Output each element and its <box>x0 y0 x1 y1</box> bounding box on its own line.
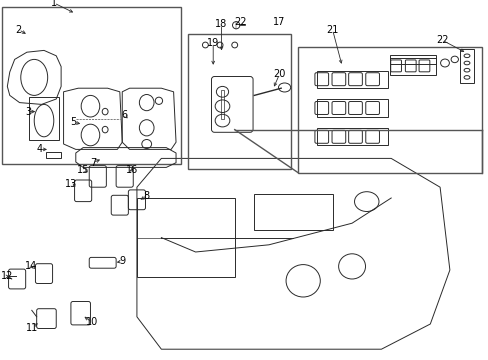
Text: 12: 12 <box>1 271 14 282</box>
Text: 10: 10 <box>85 317 98 327</box>
Bar <box>298 47 481 173</box>
Text: 21: 21 <box>325 24 338 35</box>
Bar <box>29 97 59 140</box>
Bar <box>254 194 332 230</box>
Bar <box>316 128 387 145</box>
Text: 9: 9 <box>119 256 125 266</box>
Bar <box>137 198 234 277</box>
Text: 13: 13 <box>64 179 77 189</box>
Text: 4: 4 <box>37 144 43 154</box>
Text: 17: 17 <box>272 17 285 27</box>
Text: 8: 8 <box>143 191 149 201</box>
Text: 7: 7 <box>90 158 96 168</box>
Text: 18: 18 <box>215 19 227 30</box>
Bar <box>188 34 290 169</box>
Text: 19: 19 <box>206 38 219 48</box>
Text: 3: 3 <box>25 107 31 117</box>
Bar <box>389 55 435 64</box>
Bar <box>459 49 473 83</box>
Bar <box>389 58 435 75</box>
Text: 22: 22 <box>435 35 448 45</box>
Text: 16: 16 <box>125 165 138 175</box>
Text: 2: 2 <box>16 24 21 35</box>
Bar <box>2 7 181 164</box>
Text: 22: 22 <box>234 17 246 27</box>
Text: 1: 1 <box>51 0 57 8</box>
Text: 5: 5 <box>70 117 76 127</box>
Text: 11: 11 <box>26 323 39 333</box>
Bar <box>316 71 387 88</box>
Text: 6: 6 <box>122 110 127 120</box>
Text: 15: 15 <box>77 165 89 175</box>
Bar <box>220 90 224 119</box>
Text: 20: 20 <box>273 69 285 79</box>
Bar <box>316 99 387 117</box>
Text: 14: 14 <box>24 261 37 271</box>
Bar <box>46 152 61 158</box>
